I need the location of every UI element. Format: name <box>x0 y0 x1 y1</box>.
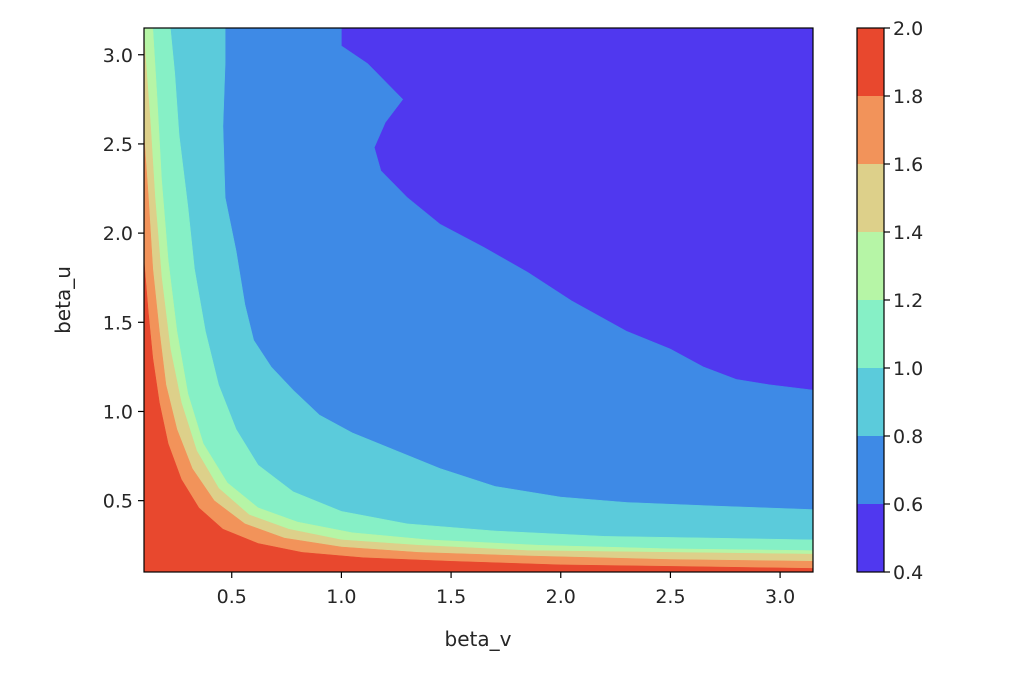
y-tick-label: 3.0 <box>103 45 133 67</box>
x-tick-label: 1.5 <box>436 586 466 608</box>
contour-fills <box>144 28 813 572</box>
colorbar-band <box>857 96 884 164</box>
colorbar-tick-label: 0.8 <box>893 426 923 448</box>
y-tick-label: 1.5 <box>103 312 133 334</box>
x-tick-label: 2.0 <box>546 586 576 608</box>
x-tick-label: 2.5 <box>655 586 685 608</box>
contour-band-1.6 <box>144 28 813 572</box>
x-tick-label: 3.0 <box>765 586 795 608</box>
colorbar-tick-label: 1.8 <box>893 86 923 108</box>
colorbar-band <box>857 300 884 368</box>
colorbar-tick-label: 0.6 <box>893 494 923 516</box>
y-tick-label: 1.0 <box>103 401 133 423</box>
colorbar-tick-label: 1.4 <box>893 222 923 244</box>
colorbar-ticks: 0.4 0.6 0.8 1.0 1.2 1.4 1.6 1.8 2.0 <box>884 18 923 584</box>
y-axis-label: beta_u <box>51 266 75 334</box>
colorbar-tick-label: 1.0 <box>893 358 923 380</box>
colorbar-tick-label: 0.4 <box>893 562 923 584</box>
x-axis: 0.5 1.0 1.5 2.0 2.5 3.0 <box>217 572 795 608</box>
x-tick-label: 1.0 <box>326 586 356 608</box>
y-axis: 0.5 1.0 1.5 2.0 2.5 3.0 <box>103 45 144 513</box>
colorbar-tick-label: 1.2 <box>893 290 923 312</box>
colorbar-band <box>857 28 884 96</box>
y-tick-label: 0.5 <box>103 491 133 513</box>
colorbar-tick-label: 1.6 <box>893 154 923 176</box>
contour-band-0.8 <box>144 28 813 572</box>
colorbar-band <box>857 504 884 572</box>
contour-band-1.8 <box>144 28 813 572</box>
y-tick-label: 2.5 <box>103 134 133 156</box>
x-axis-label: beta_v <box>445 627 512 651</box>
colorbar <box>857 28 884 572</box>
y-tick-label: 2.0 <box>103 223 133 245</box>
colorbar-band <box>857 232 884 300</box>
colorbar-band <box>857 368 884 436</box>
colorbar-band <box>857 164 884 232</box>
colorbar-tick-label: 2.0 <box>893 18 923 40</box>
colorbar-band <box>857 436 884 504</box>
plot-frame <box>143 27 814 573</box>
x-tick-label: 0.5 <box>217 586 247 608</box>
